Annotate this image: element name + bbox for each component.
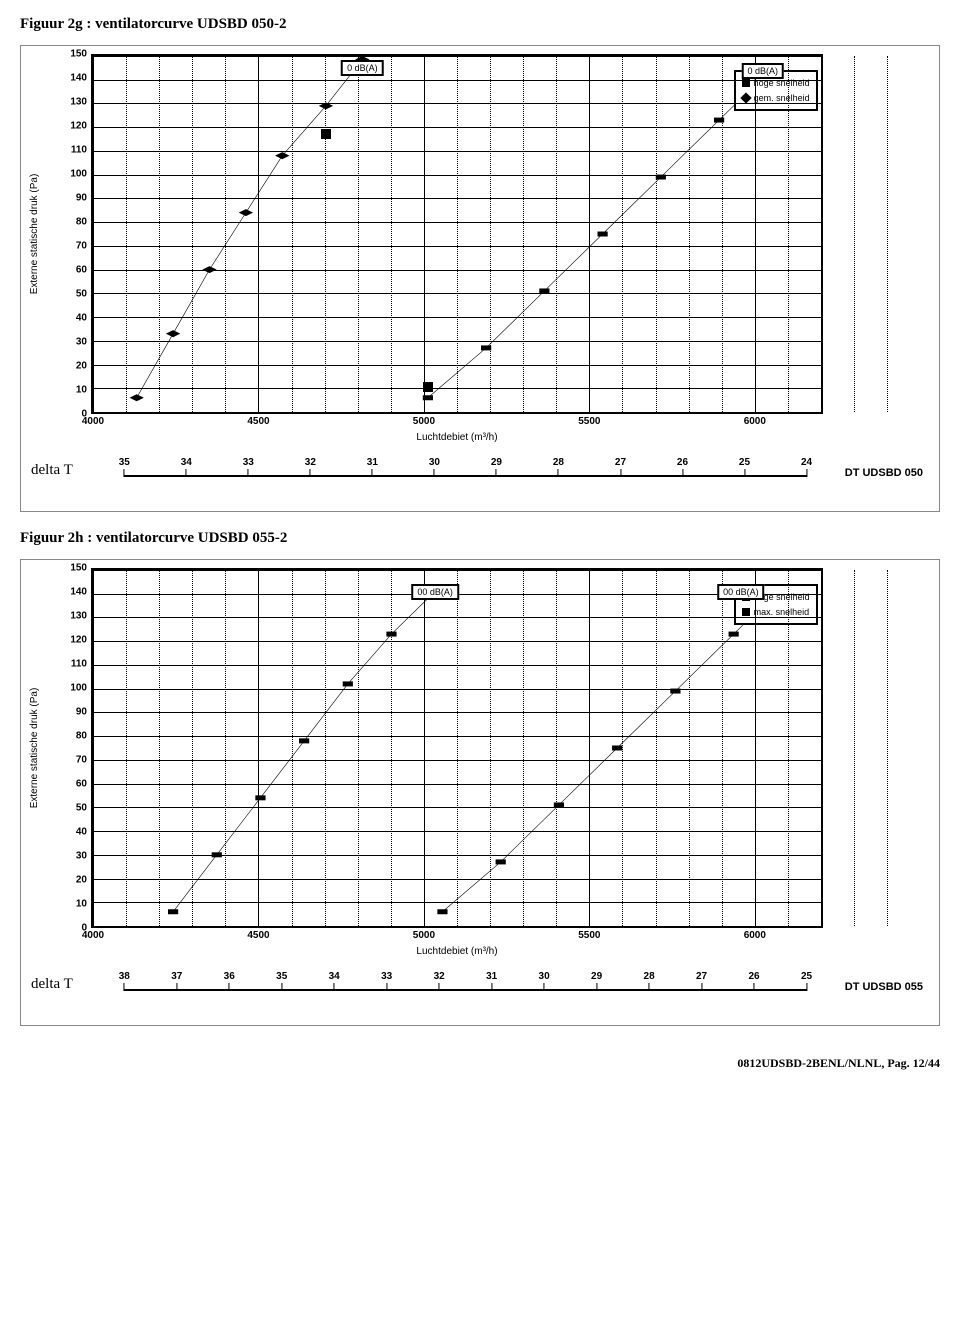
series-marker bbox=[423, 382, 433, 392]
deltaT-tick: 33 bbox=[243, 457, 254, 477]
deltaT-tick: 26 bbox=[677, 457, 688, 477]
ytick: 40 bbox=[76, 313, 87, 324]
chart-h-xlabel: Luchtdebiet (m³/h) bbox=[91, 946, 823, 957]
ytick: 50 bbox=[76, 803, 87, 814]
xtick: 4000 bbox=[82, 930, 104, 941]
series-marker bbox=[321, 129, 331, 139]
deltaT-scale: DT UDSBD 050 35 34 33 32 31 30 29 28 27 26 25 24 bbox=[91, 457, 923, 483]
ytick: 140 bbox=[70, 587, 87, 598]
xtick: 4500 bbox=[247, 416, 269, 427]
deltaT-tick: 27 bbox=[696, 971, 707, 991]
deltaT-scale: DT UDSBD 055 38 37 36 35 34 33 32 31 30 29 28 27 26 2… bbox=[91, 971, 923, 997]
ytick: 140 bbox=[70, 73, 87, 84]
chart-h-ylabel: Externe statische druk (Pa) bbox=[29, 688, 40, 809]
ytick: 10 bbox=[76, 385, 87, 396]
series-end-label: 00 dB(A) bbox=[411, 584, 459, 600]
xtick: 5000 bbox=[413, 930, 435, 941]
deltaT-tick: 35 bbox=[119, 457, 130, 477]
ytick: 150 bbox=[70, 563, 87, 574]
deltaT-tick: 25 bbox=[801, 971, 812, 991]
xtick: 6000 bbox=[744, 930, 766, 941]
chart-g-plot: hoge snelheidgem. snelheid 4000450050005… bbox=[91, 54, 823, 414]
ytick: 60 bbox=[76, 779, 87, 790]
ytick: 130 bbox=[70, 611, 87, 622]
ytick: 100 bbox=[70, 169, 87, 180]
ytick: 10 bbox=[76, 899, 87, 910]
chart-h-deltaT: delta T DT UDSBD 055 38 37 36 35 34 33 32 31 30 2… bbox=[27, 971, 933, 997]
deltaT-tick: 27 bbox=[615, 457, 626, 477]
deltaT-tick: 32 bbox=[434, 971, 445, 991]
deltaT-tick: 24 bbox=[801, 457, 812, 477]
deltaT-tick: 25 bbox=[739, 457, 750, 477]
deltaT-label: delta T bbox=[31, 976, 91, 993]
chart-h-plot: hoge snelheidmax. snelheid 4000450050005… bbox=[91, 568, 823, 928]
deltaT-tick: 37 bbox=[171, 971, 182, 991]
deltaT-tick: 28 bbox=[644, 971, 655, 991]
ytick: 120 bbox=[70, 121, 87, 132]
xtick: 5500 bbox=[578, 930, 600, 941]
deltaT-tick: 30 bbox=[539, 971, 550, 991]
figure-h-title: Figuur 2h : ventilatorcurve UDSBD 055-2 bbox=[20, 530, 940, 547]
deltaT-tick: 35 bbox=[276, 971, 287, 991]
ytick: 100 bbox=[70, 683, 87, 694]
figure-g-title: Figuur 2g : ventilatorcurve UDSBD 050-2 bbox=[20, 16, 940, 33]
ytick: 70 bbox=[76, 241, 87, 252]
deltaT-endlabel: DT UDSBD 055 bbox=[845, 981, 923, 993]
chart-g-yticks: 0102030405060708090100110120130140150 bbox=[57, 54, 91, 414]
xtick: 6000 bbox=[744, 416, 766, 427]
deltaT-label: delta T bbox=[31, 462, 91, 479]
ytick: 120 bbox=[70, 635, 87, 646]
deltaT-tick: 32 bbox=[305, 457, 316, 477]
ytick: 90 bbox=[76, 707, 87, 718]
ytick: 70 bbox=[76, 755, 87, 766]
deltaT-tick: 34 bbox=[329, 971, 340, 991]
deltaT-endlabel: DT UDSBD 050 bbox=[845, 467, 923, 479]
chart-g-ylabel: Externe statische druk (Pa) bbox=[29, 174, 40, 295]
ytick: 50 bbox=[76, 289, 87, 300]
deltaT-tick: 26 bbox=[748, 971, 759, 991]
deltaT-tick: 36 bbox=[224, 971, 235, 991]
deltaT-tick: 30 bbox=[429, 457, 440, 477]
ytick: 90 bbox=[76, 193, 87, 204]
chart-g-container: Externe statische druk (Pa) 010203040506… bbox=[20, 45, 940, 512]
deltaT-tick: 31 bbox=[486, 971, 497, 991]
ytick: 30 bbox=[76, 851, 87, 862]
ytick: 150 bbox=[70, 49, 87, 60]
page-footer: 0812UDSBD-2BENL/NLNL, Pag. 12/44 bbox=[20, 1056, 940, 1071]
ytick: 30 bbox=[76, 337, 87, 348]
ytick: 80 bbox=[76, 217, 87, 228]
ytick: 40 bbox=[76, 827, 87, 838]
chart-g-deltaT: delta T DT UDSBD 050 35 34 33 32 31 30 29 28 27 2… bbox=[27, 457, 933, 483]
ytick: 20 bbox=[76, 361, 87, 372]
chart-h-yticks: 0102030405060708090100110120130140150 bbox=[57, 568, 91, 928]
deltaT-tick: 33 bbox=[381, 971, 392, 991]
xtick: 5000 bbox=[413, 416, 435, 427]
ytick: 130 bbox=[70, 97, 87, 108]
deltaT-tick: 38 bbox=[119, 971, 130, 991]
series-end-label: 0 dB(A) bbox=[341, 60, 384, 76]
ytick: 60 bbox=[76, 265, 87, 276]
deltaT-tick: 34 bbox=[181, 457, 192, 477]
series-end-label: 00 dB(A) bbox=[717, 584, 765, 600]
chart-h-container: Externe statische druk (Pa) 010203040506… bbox=[20, 559, 940, 1026]
chart-g-xlabel: Luchtdebiet (m³/h) bbox=[91, 432, 823, 443]
ytick: 20 bbox=[76, 875, 87, 886]
deltaT-tick: 31 bbox=[367, 457, 378, 477]
xtick: 4000 bbox=[82, 416, 104, 427]
ytick: 110 bbox=[71, 145, 87, 156]
ytick: 110 bbox=[71, 659, 87, 670]
deltaT-tick: 29 bbox=[591, 971, 602, 991]
xtick: 4500 bbox=[247, 930, 269, 941]
xtick: 5500 bbox=[578, 416, 600, 427]
deltaT-tick: 29 bbox=[491, 457, 502, 477]
deltaT-tick: 28 bbox=[553, 457, 564, 477]
series-end-label: 0 dB(A) bbox=[741, 63, 784, 79]
ytick: 80 bbox=[76, 731, 87, 742]
